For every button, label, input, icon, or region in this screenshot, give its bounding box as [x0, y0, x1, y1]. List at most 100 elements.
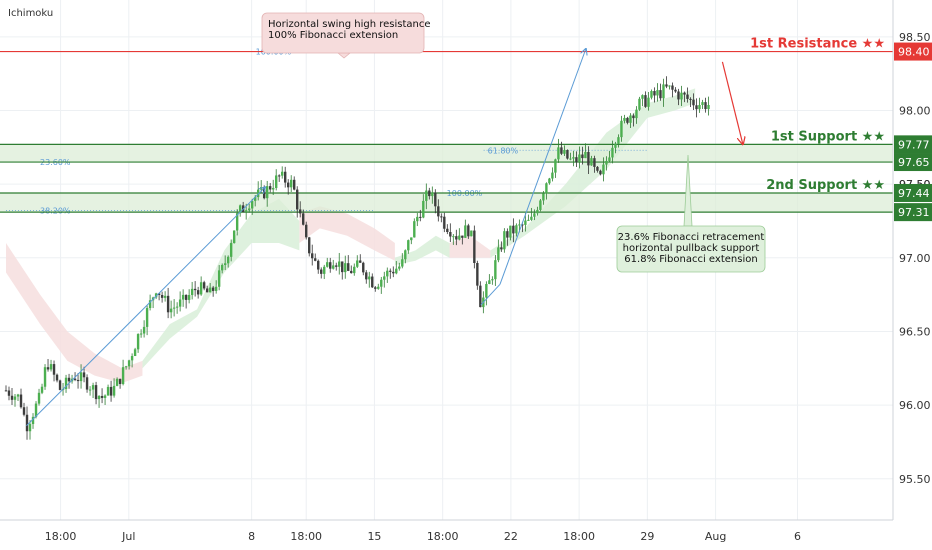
- candle-body: [533, 213, 536, 217]
- candle-body: [145, 308, 149, 327]
- support-zone: [0, 144, 893, 163]
- candle-body: [97, 395, 101, 400]
- annotation-line: 61.8% Fibonacci extension: [624, 254, 757, 265]
- candle-body: [692, 99, 695, 106]
- candle-body: [413, 221, 416, 238]
- candle-body: [542, 193, 545, 201]
- candle-body: [232, 230, 236, 244]
- cloud-band: [142, 198, 300, 369]
- candle-body: [287, 182, 290, 188]
- candle-body: [536, 209, 539, 214]
- candle-body: [518, 224, 521, 226]
- candle-body: [347, 263, 350, 271]
- candle-body: [407, 240, 410, 251]
- candle-body: [596, 166, 599, 171]
- price-tag: [894, 42, 932, 61]
- candle-body: [124, 366, 128, 368]
- candle-body: [443, 216, 446, 229]
- candle-body: [329, 262, 332, 269]
- candle-body: [73, 378, 77, 380]
- price-tag: [894, 183, 932, 202]
- candle-body: [551, 172, 554, 179]
- candle-body: [49, 364, 53, 370]
- candle-body: [40, 386, 44, 393]
- candle-body: [326, 262, 329, 267]
- candle-body: [641, 95, 644, 99]
- candle-body: [461, 235, 464, 238]
- candle-body: [674, 89, 677, 92]
- fib-label: 61.80%: [488, 146, 519, 155]
- time-tick-label: 18:00: [45, 530, 77, 543]
- candle-body: [7, 390, 11, 396]
- candle-body: [308, 237, 311, 254]
- candle-body: [590, 158, 593, 166]
- candle-body: [698, 105, 701, 110]
- time-axis: 18:00 Jul 8 18:00 15 18:00 22 18:00 29 Aug 6: [0, 519, 893, 543]
- candle-body: [277, 175, 281, 177]
- candle-body: [175, 306, 179, 308]
- candle-body: [548, 178, 551, 184]
- candle-body: [695, 105, 698, 110]
- candle-body: [244, 210, 248, 213]
- candle-body: [656, 90, 659, 96]
- candle-body: [320, 269, 323, 274]
- candle-body: [121, 367, 125, 385]
- candle-body: [302, 213, 305, 225]
- candle-body: [485, 284, 488, 298]
- candle-body: [359, 260, 362, 263]
- candle-body: [614, 143, 617, 148]
- candle-body: [247, 208, 251, 211]
- candle-body: [250, 200, 254, 209]
- candle-body: [665, 84, 668, 87]
- candle-body: [512, 225, 515, 234]
- candle-body: [217, 270, 221, 287]
- support-zone: [0, 192, 893, 213]
- annotation-line: 23.6% Fibonacci retracement: [618, 232, 765, 243]
- time-tick-label: 15: [367, 530, 381, 543]
- candle-body: [503, 231, 506, 250]
- candle-body: [419, 216, 422, 218]
- candle-body: [374, 287, 377, 289]
- candle-body: [416, 216, 419, 222]
- candle-body: [142, 326, 146, 334]
- candle-body: [293, 179, 296, 190]
- candle-body: [160, 295, 164, 298]
- candle-body: [43, 367, 47, 387]
- candle-body: [127, 360, 131, 367]
- candle-body: [34, 403, 38, 417]
- candle-body: [271, 187, 275, 190]
- candle-body: [563, 150, 566, 154]
- candle-body: [650, 91, 653, 98]
- candle-body: [178, 299, 182, 307]
- candle-body: [76, 379, 80, 382]
- forecast-arrow: [721, 61, 742, 144]
- candle-body: [602, 164, 605, 175]
- candle-body: [208, 287, 212, 293]
- candle-body: [608, 157, 611, 161]
- candle-body: [323, 266, 326, 274]
- candle-body: [253, 197, 257, 201]
- candle-body: [470, 230, 473, 237]
- candle-body: [82, 372, 86, 378]
- candle-body: [220, 265, 224, 271]
- cloud-band: [394, 235, 450, 266]
- cloud-band: [449, 235, 491, 258]
- candle-body: [332, 265, 335, 269]
- cloud-band: [6, 243, 143, 384]
- candle-body: [112, 385, 116, 396]
- candle-body: [296, 189, 299, 210]
- candle-body: [4, 390, 8, 392]
- price-tick-label: 97.00: [899, 252, 931, 265]
- candle-body: [458, 235, 461, 240]
- candle-body: [100, 395, 104, 398]
- trend-arrow: [26, 187, 265, 427]
- candle-body: [611, 147, 614, 158]
- candle-body: [488, 280, 491, 285]
- price-tag: [894, 135, 932, 154]
- candle-body: [256, 189, 260, 198]
- fibonacci-lines: 100.00%23.60%38.20%61.80%100.00%: [6, 48, 648, 216]
- candle-body: [335, 265, 338, 267]
- candle-body: [377, 286, 380, 289]
- candle-body: [455, 236, 458, 240]
